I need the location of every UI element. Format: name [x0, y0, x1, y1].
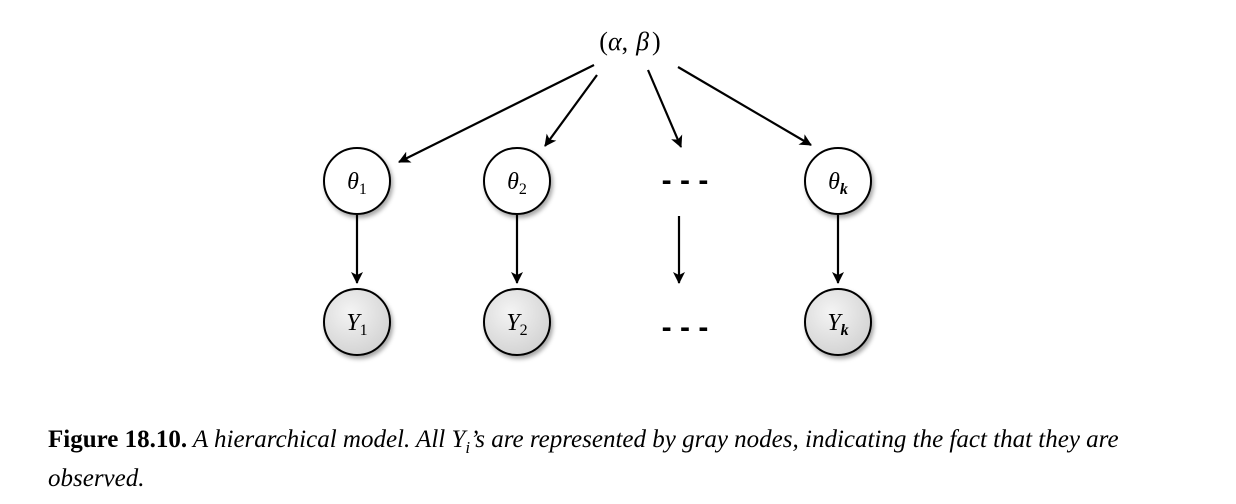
figure-caption: Figure 18.10. A hierarchical model. All …	[48, 424, 1198, 494]
svg-text:Yk: Yk	[827, 310, 848, 339]
root-comma: ,	[622, 27, 629, 56]
edge-root-thetak	[677, 66, 812, 146]
y-node-k-sub: k	[841, 322, 849, 339]
caption-label: Figure 18.10.	[48, 426, 188, 453]
root-close-paren: )	[652, 27, 661, 56]
edge-root-theta2	[544, 74, 598, 147]
y-node-2-base: Y	[506, 310, 522, 336]
svg-text:Y1: Y1	[346, 310, 367, 339]
edge-root-theta1	[398, 64, 595, 163]
y-node-1-sub: 1	[360, 322, 368, 339]
edge-root-ellipsis	[646, 69, 683, 148]
root-beta: β	[635, 27, 649, 56]
theta-node-1-sub: 1	[359, 181, 367, 198]
root-node-label: (α, β)	[599, 27, 660, 56]
theta-node-2-sub: 2	[519, 181, 527, 198]
theta-node-1: θ1	[323, 147, 391, 215]
theta-node-k-sub: k	[840, 181, 848, 198]
root-open-paren: (	[599, 27, 608, 56]
y-node-k-base: Y	[827, 310, 843, 336]
ellipsis-top: - - -	[662, 164, 709, 197]
theta-node-2: θ2	[483, 147, 551, 215]
ellipsis-bottom: - - -	[662, 311, 709, 344]
y-node-2: Y2	[483, 288, 551, 356]
theta-node-1-base: θ	[347, 169, 359, 195]
y-node-1: Y1	[323, 288, 391, 356]
y-node-k: Yk	[804, 288, 872, 356]
root-alpha: α	[608, 27, 623, 56]
svg-text:Y2: Y2	[506, 310, 527, 339]
svg-text:θ2: θ2	[507, 169, 527, 198]
caption-text-before: A hierarchical model. All	[187, 426, 452, 453]
svg-text:θ1: θ1	[347, 169, 367, 198]
theta-node-k: θk	[804, 147, 872, 215]
caption-var-sub: i	[465, 438, 471, 457]
theta-node-2-base: θ	[507, 169, 519, 195]
y-node-2-sub: 2	[520, 322, 528, 339]
caption-text-after: ’s are represented by gray nodes, indica…	[48, 426, 1119, 492]
svg-text:θk: θk	[828, 169, 848, 198]
y-node-1-base: Y	[346, 310, 362, 336]
theta-node-k-base: θ	[828, 169, 840, 195]
caption-var: Y	[451, 426, 466, 453]
hierarchical-model-diagram: (α, β) θ1 θ2 θk - - - Y1	[323, 27, 872, 356]
